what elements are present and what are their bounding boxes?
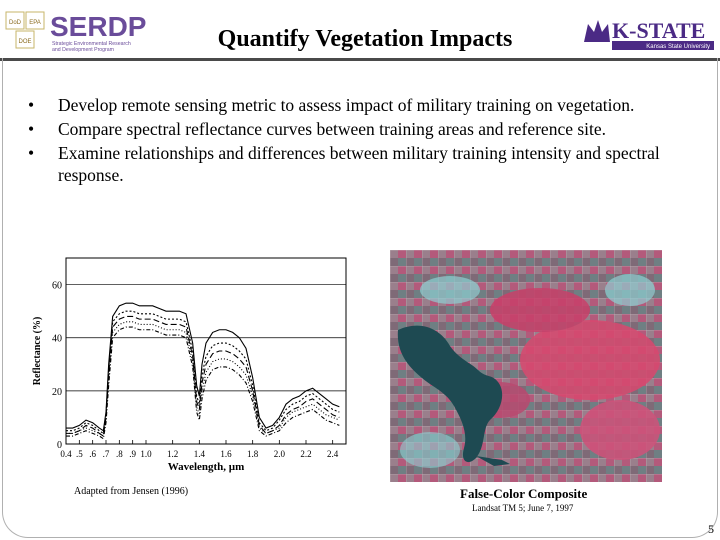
y-axis-label: Reflectance (%) <box>32 317 43 386</box>
kstate-subtitle: Kansas State University <box>646 44 710 50</box>
page-number: 5 <box>708 522 714 536</box>
agency-boxes: DoD EPA DOE <box>5 11 45 49</box>
header-divider <box>0 58 720 61</box>
series-line-3 <box>66 315 340 437</box>
chart-source-caption: Adapted from Jensen (1996) <box>74 486 189 497</box>
chart-series <box>66 302 340 440</box>
plot-frame <box>65 257 347 445</box>
y-tick-label: 60 <box>52 281 62 292</box>
y-tick-label: 40 <box>52 334 62 345</box>
x-tick-label: 0.4 <box>60 449 72 459</box>
x-tick-label: .5 <box>76 449 83 459</box>
kstate-logo: K-STATE Kansas State University <box>584 18 714 50</box>
bullet-glyph: • <box>28 95 35 115</box>
x-tick-label: 2.0 <box>274 449 286 459</box>
series-line-5 <box>66 326 340 440</box>
x-tick-label: 1.6 <box>220 449 232 459</box>
x-axis-label: Wavelength, µm <box>168 461 245 473</box>
x-tick-label: 1.8 <box>247 449 259 459</box>
slide-frame <box>2 58 718 538</box>
bullet-glyph: • <box>28 119 35 139</box>
reflectance-chart: 0.4 .5 .6 .7 .8 .9 1.0 1.2 1.4 1.6 1.8 2.0 2.2 2.4 0 20… <box>32 257 347 473</box>
image-subtitle: Landsat TM 5; June 7, 1997 <box>472 503 574 513</box>
y-tick-label: 0 <box>57 440 62 451</box>
serdp-logo: DoD EPA DOE SERDP Strategic Environmenta… <box>5 11 146 53</box>
serdp-wordmark: SERDP <box>50 11 146 42</box>
x-tick-label: 2.2 <box>300 449 311 459</box>
image-title: False-Color Composite <box>460 486 588 501</box>
x-tick-label: 1.0 <box>140 449 152 459</box>
bullet-text: Examine relationships and differences be… <box>58 143 660 185</box>
doe-label: DOE <box>18 39 31 45</box>
bullet-glyph: • <box>28 143 35 163</box>
serdp-line1: Strategic Environmental Research <box>52 41 131 47</box>
kstate-wordmark: K-STATE <box>612 18 705 43</box>
x-tick-label: .6 <box>89 449 96 459</box>
series-line-4 <box>66 321 340 437</box>
reservoir-water <box>397 325 503 463</box>
bullet-list: • Develop remote sensing metric to assess… <box>28 94 708 188</box>
page-title: Quantify Vegetation Impacts <box>217 26 513 52</box>
bullet-text: Develop remote sensing metric to assess … <box>58 95 635 115</box>
x-tick-label: 1.4 <box>194 449 206 459</box>
wildcat-icon <box>584 20 610 42</box>
y-tick-label: 20 <box>52 387 62 398</box>
bullet-text: Compare spectral reflectance curves betw… <box>58 119 607 139</box>
bullet-item: • Examine relationships and differences b… <box>28 142 708 186</box>
dod-label: DoD <box>9 20 22 26</box>
false-color-image <box>390 250 662 482</box>
serdp-line2: and Development Program <box>52 47 114 53</box>
bullet-item: • Compare spectral reflectance curves bet… <box>28 118 708 140</box>
x-tick-label: 2.4 <box>327 449 339 459</box>
epa-label: EPA <box>29 20 41 26</box>
x-tick-label: 1.2 <box>167 449 178 459</box>
chart-ticks: 0.4 .5 .6 .7 .8 .9 1.0 1.2 1.4 1.6 1.8 2.0 2.2 2.4 0 20… <box>52 281 339 459</box>
chart-grid <box>65 257 347 445</box>
x-tick-label: .7 <box>103 449 110 459</box>
bullet-item: • Develop remote sensing metric to assess… <box>28 94 708 116</box>
x-tick-label: .8 <box>116 449 123 459</box>
x-tick-label: .9 <box>129 449 136 459</box>
